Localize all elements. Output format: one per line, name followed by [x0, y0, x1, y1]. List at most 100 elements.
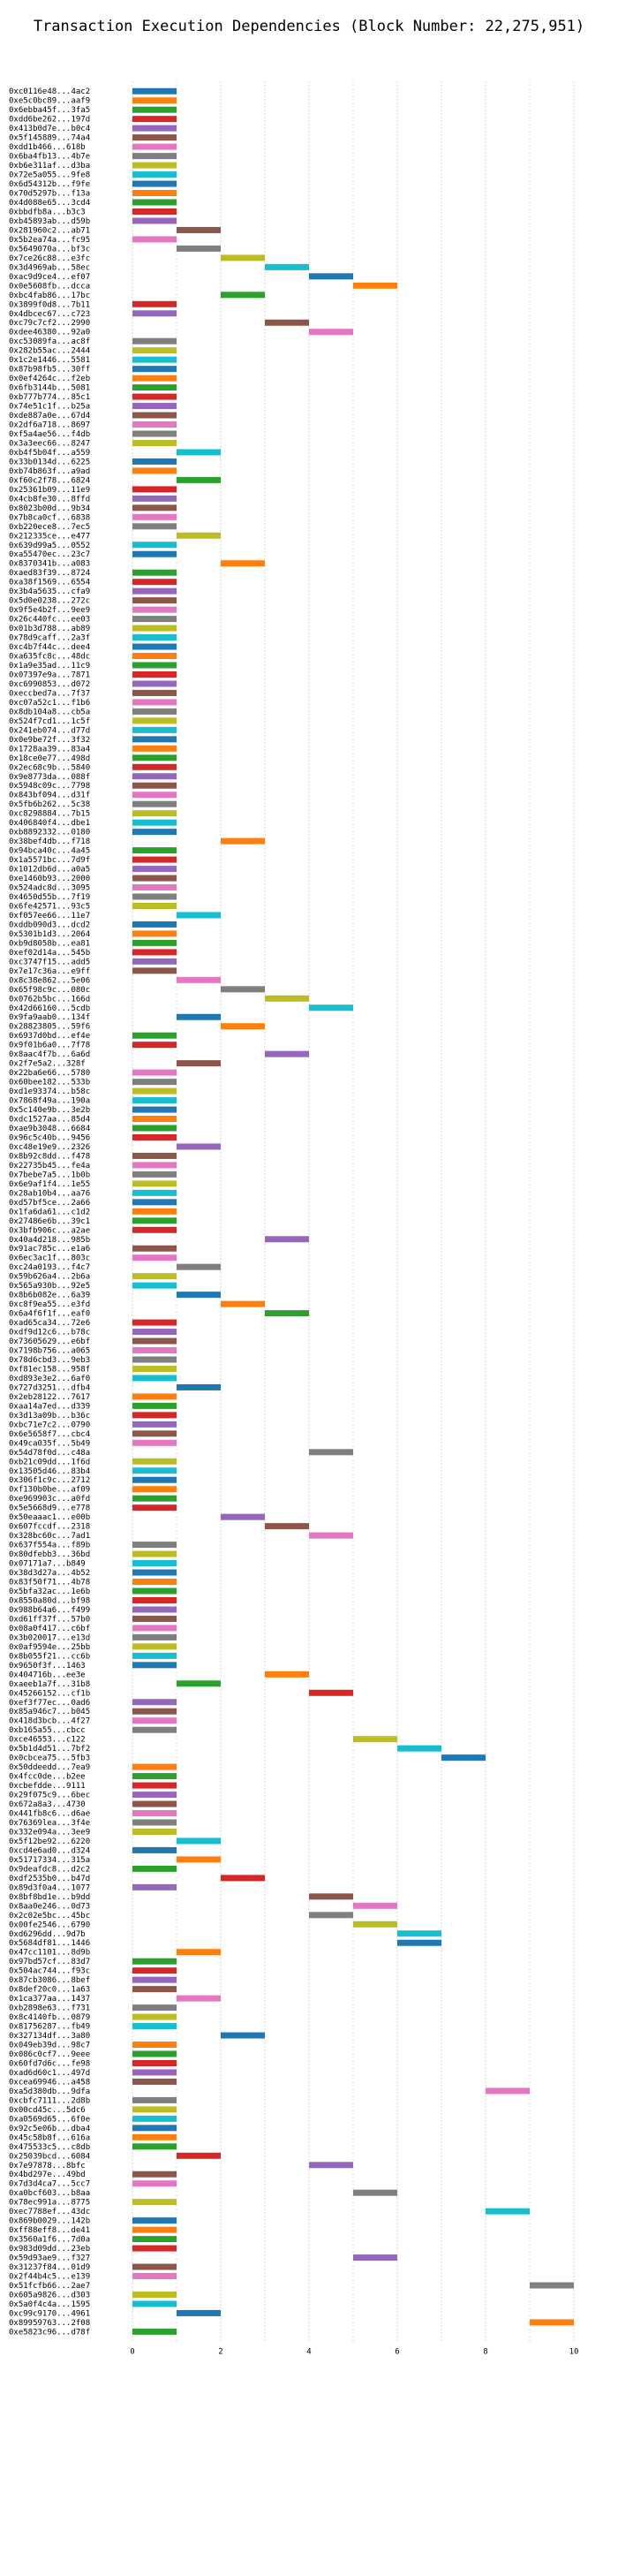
tx-bar [177, 1837, 221, 1845]
tx-bar [265, 1050, 309, 1057]
tx-label: 0xcbefdde...9111 [9, 1782, 86, 1791]
tx-bar [177, 1680, 221, 1687]
tx-bar [132, 1883, 177, 1890]
tx-bar [132, 310, 177, 317]
x-tick-label: 10 [569, 2348, 579, 2357]
tx-label: 0x27486e6b...39c1 [9, 1217, 90, 1226]
tx-label: 0xc0116e48...4ac2 [9, 87, 90, 96]
tx-label: 0x6fe42571...93c5 [9, 902, 90, 911]
tx-bar [132, 2236, 177, 2243]
tx-label: 0x2c02e5bc...45bc [9, 1912, 90, 1921]
tx-bar [132, 171, 177, 178]
tx-label: 0x7bebe7a5...1b0b [9, 1171, 90, 1179]
tx-bar [132, 856, 177, 863]
tx-bar [265, 1310, 309, 1317]
tx-bar [177, 449, 221, 456]
tx-bar [221, 560, 265, 567]
tx-bar [132, 125, 177, 132]
tx-bar [132, 458, 177, 465]
tx-bar [132, 1560, 177, 1567]
tx-label: 0x72e5a055...9fe8 [9, 171, 90, 180]
tx-bar [132, 504, 177, 511]
tx-label: 0x406840f4...dbe1 [9, 819, 90, 828]
tx-label: 0xef3f77ec...0ad6 [9, 1699, 90, 1708]
tx-bar [309, 1689, 353, 1696]
tx-label: 0xc07a52c1...f1b6 [9, 699, 90, 708]
tx-label: 0x22ba6e66...5780 [9, 1069, 90, 1078]
tx-label: 0xb9d8058b...ea81 [9, 939, 90, 948]
tx-label: 0x89d3f0a4...1077 [9, 1883, 90, 1892]
tx-label: 0xdd1b466...618b [9, 143, 86, 152]
tx-label: 0x9f01b6a0...7f78 [9, 1042, 90, 1050]
tx-bar [132, 967, 177, 974]
tx-label: 0xbc71e7c2...0790 [9, 1421, 90, 1429]
tx-bar [132, 2263, 177, 2270]
tx-bar [132, 699, 177, 706]
tx-bar [221, 1875, 265, 1882]
tx-label: 0x60bee182...533b [9, 1079, 90, 1087]
tx-label: 0x8aac4f7b...6a6d [9, 1050, 90, 1059]
tx-label: 0x9e8773da...088f [9, 773, 90, 782]
tx-bar [132, 486, 177, 493]
tx-bar [132, 467, 177, 474]
tx-bar [132, 421, 177, 428]
tx-label: 0x7e17c36a...e9ff [9, 967, 90, 976]
tx-label: 0x7d3d4ca7...5cc7 [9, 2180, 90, 2189]
tx-bar [132, 1439, 177, 1446]
tx-bar [132, 1967, 177, 1974]
tx-label: 0xc3747f15...add5 [9, 958, 90, 966]
tx-bar [132, 2115, 177, 2122]
tx-bar [132, 1375, 177, 1382]
tx-label: 0x281960c2...ab71 [9, 226, 90, 235]
tx-bar [132, 2059, 177, 2066]
tx-label: 0x7198b756...a065 [9, 1347, 90, 1356]
tx-bar [132, 1958, 177, 1965]
tx-bar [132, 587, 177, 595]
tx-bar [132, 375, 177, 382]
tx-label: 0xb21c09dd...1f6d [9, 1458, 90, 1466]
tx-bar [132, 847, 177, 854]
tx-label: 0x33b0134d...6225 [9, 458, 90, 466]
tx-label: 0x869b0029...142b [9, 2217, 90, 2226]
tx-label: 0xaa14a7ed...d339 [9, 1402, 90, 1411]
tx-label: 0xb6e311af...d3ba [9, 162, 90, 170]
tx-label: 0x3560a1f6...7d0a [9, 2236, 90, 2245]
tx-label: 0x38bef4db...f718 [9, 837, 90, 846]
tx-label: 0xa0569d65...6f0e [9, 2115, 90, 2124]
tx-bar [265, 1523, 309, 1530]
tx-label: 0x727d3251...dfb4 [9, 1383, 90, 1392]
tx-label: 0xb74b863f...a9ad [9, 467, 90, 476]
tx-label: 0x50eaaac1...e00b [9, 1513, 90, 1522]
tx-label: 0xc8f9ea55...e3fd [9, 1300, 90, 1309]
tx-bar [132, 1810, 177, 1817]
tx-bar [132, 162, 177, 169]
tx-label: 0x5fb6b262...5c38 [9, 800, 90, 809]
tx-bar [177, 1292, 221, 1299]
tx-label: 0x524f7cd1...1c5f [9, 717, 90, 726]
tx-label: 0x4dbcec67...c723 [9, 310, 90, 319]
x-tick-label: 8 [483, 2348, 487, 2357]
tx-bar [132, 1171, 177, 1178]
tx-bar [132, 523, 177, 530]
tx-bar [177, 2309, 221, 2316]
tx-bar [132, 143, 177, 150]
tx-label: 0x413b0d7e...b0c4 [9, 125, 90, 133]
tx-label: 0xb220ece8...7ec5 [9, 523, 90, 532]
tx-label: 0x45c58b8f...616a [9, 2133, 90, 2142]
tx-bar [132, 569, 177, 576]
tx-label: 0xe969903c...a0fd [9, 1495, 90, 1504]
tx-bar [177, 476, 221, 483]
tx-bar [132, 2050, 177, 2057]
tx-bar [177, 532, 221, 539]
tx-label: 0x6e5658f7...cbc4 [9, 1430, 90, 1439]
tx-bar [132, 726, 177, 733]
tx-bar [132, 199, 177, 206]
tx-bar [132, 579, 177, 586]
tx-bar [132, 717, 177, 724]
tx-label: 0x31237f84...01d9 [9, 2263, 90, 2272]
tx-bar [132, 875, 177, 882]
tx-bar [309, 329, 353, 336]
tx-label: 0x9deafdc8...d2c2 [9, 1865, 90, 1874]
tx-bar [132, 754, 177, 761]
tx-bar [132, 634, 177, 641]
